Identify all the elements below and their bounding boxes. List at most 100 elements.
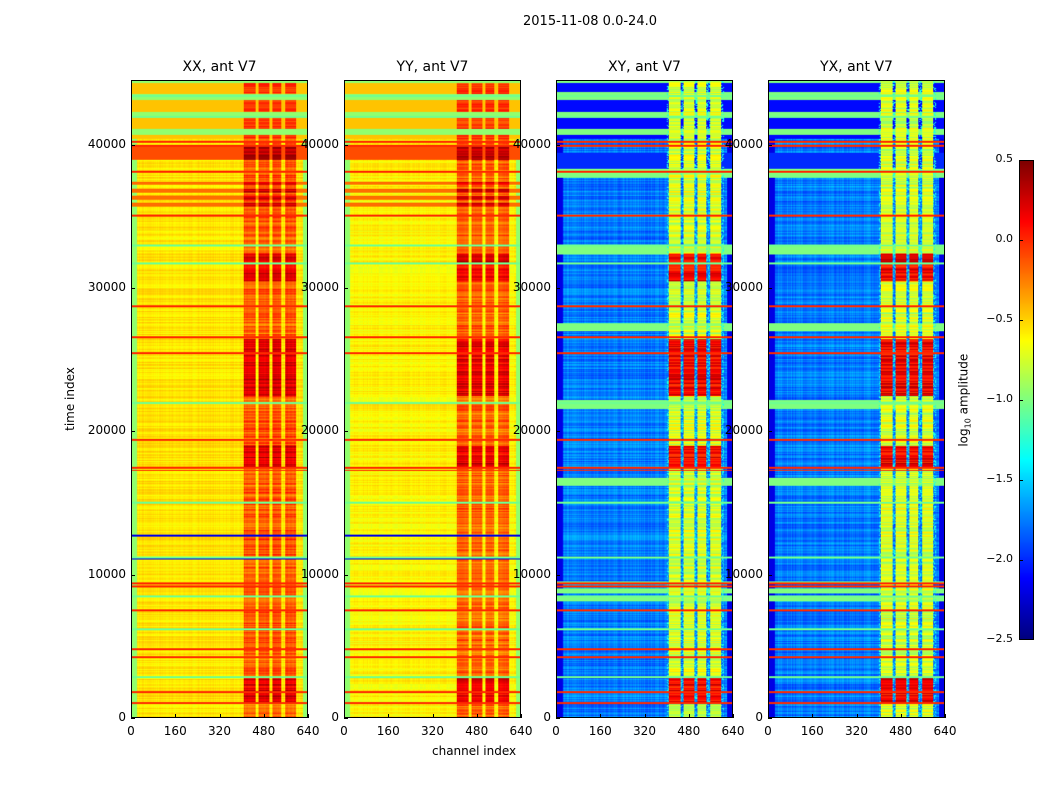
panel-title: XY, ant V7 xyxy=(608,59,681,75)
heatmap-panel-1 xyxy=(344,80,521,718)
colorbar-tick-label: −1.0 xyxy=(986,392,1013,405)
y-tick-mark xyxy=(768,718,772,719)
y-tick-label: 20000 xyxy=(87,423,126,438)
x-tick-mark xyxy=(219,714,221,718)
y-tick-mark xyxy=(344,574,348,576)
x-tick-mark xyxy=(600,714,602,718)
y-tick-mark xyxy=(344,287,348,289)
x-tick-mark xyxy=(308,714,309,718)
x-tick-mark xyxy=(263,714,265,718)
heatmap-cells xyxy=(345,81,520,717)
x-tick-label: 0 xyxy=(552,724,560,738)
y-tick-mark xyxy=(556,287,560,289)
y-tick-mark xyxy=(131,144,135,146)
x-tick-mark xyxy=(556,714,557,718)
figure-title: 2015-11-08 0.0-24.0 xyxy=(523,14,657,29)
x-tick-label: 320 xyxy=(845,724,868,738)
x-tick-label: 640 xyxy=(933,724,957,738)
y-axis-label: time index xyxy=(62,367,77,431)
colorbar-tick-mark xyxy=(1019,160,1023,161)
y-tick-mark xyxy=(768,431,772,433)
x-tick-label: 160 xyxy=(588,724,612,738)
x-tick-mark xyxy=(344,714,345,718)
x-tick-label: 160 xyxy=(163,724,187,738)
y-tick-mark xyxy=(344,144,348,146)
x-tick-mark xyxy=(900,714,902,718)
x-tick-label: 640 xyxy=(721,724,745,738)
x-tick-label: 640 xyxy=(296,724,320,738)
colorbar-tick-mark xyxy=(1019,400,1023,401)
colorbar-tick-label: −1.5 xyxy=(986,472,1013,485)
y-tick-mark xyxy=(344,431,348,433)
x-tick-label: 320 xyxy=(633,724,656,738)
y-tick-mark xyxy=(344,718,348,719)
y-tick-label: 20000 xyxy=(724,423,763,438)
colorbar-tick-label: −0.5 xyxy=(986,312,1013,325)
x-tick-label: 320 xyxy=(421,724,444,738)
colorbar-label-main: log xyxy=(956,428,971,447)
y-tick-label: 30000 xyxy=(724,279,763,294)
x-tick-mark xyxy=(733,714,734,718)
x-axis-label: channel index xyxy=(432,744,517,758)
colorbar-label: log10 amplitude xyxy=(956,354,972,447)
y-tick-mark xyxy=(768,574,772,576)
y-tick-label: 10000 xyxy=(724,566,763,581)
y-tick-mark xyxy=(556,574,560,576)
y-tick-label: 40000 xyxy=(724,136,763,151)
y-tick-mark xyxy=(556,718,560,719)
x-tick-label: 480 xyxy=(465,724,489,738)
heatmap-panel-0 xyxy=(131,80,308,718)
x-tick-mark xyxy=(812,714,814,718)
colorbar-tick-mark xyxy=(1019,639,1023,640)
y-tick-mark xyxy=(131,431,135,433)
x-tick-label: 480 xyxy=(889,724,913,738)
x-tick-mark xyxy=(688,714,690,718)
colorbar-tick-mark xyxy=(1019,320,1023,321)
colorbar-tick-mark xyxy=(1019,480,1023,481)
x-tick-mark xyxy=(945,714,946,718)
colorbar-tick-label: 0.5 xyxy=(995,152,1014,165)
y-tick-mark xyxy=(768,287,772,289)
y-tick-label: 0 xyxy=(543,710,551,724)
x-tick-mark xyxy=(476,714,478,718)
x-tick-label: 160 xyxy=(800,724,824,738)
colorbar-label-sub: 10 xyxy=(963,418,973,429)
y-tick-label: 10000 xyxy=(87,566,126,581)
y-tick-label: 0 xyxy=(755,710,763,724)
x-tick-label: 160 xyxy=(376,724,400,738)
x-tick-label: 0 xyxy=(127,724,135,738)
panel-title: YX, ant V7 xyxy=(820,59,893,75)
y-tick-label: 0 xyxy=(118,710,126,724)
y-tick-mark xyxy=(556,144,560,146)
x-tick-label: 640 xyxy=(509,724,533,738)
colorbar-label-rest: amplitude xyxy=(956,353,971,419)
colorbar-tick-label: 0.0 xyxy=(995,232,1014,245)
y-tick-label: 40000 xyxy=(300,136,339,151)
y-tick-mark xyxy=(768,144,772,146)
y-tick-mark xyxy=(131,718,135,719)
x-tick-mark xyxy=(388,714,390,718)
y-tick-label: 10000 xyxy=(300,566,339,581)
x-tick-mark xyxy=(856,714,858,718)
heatmap-panel-3 xyxy=(768,80,945,718)
heatmap-cells xyxy=(557,81,732,717)
heatmap-cells xyxy=(769,81,944,717)
x-tick-label: 480 xyxy=(677,724,701,738)
heatmap-cells xyxy=(132,81,307,717)
x-tick-mark xyxy=(131,714,132,718)
x-tick-mark xyxy=(644,714,646,718)
colorbar-tick-label: −2.5 xyxy=(986,632,1013,645)
colorbar-tick-mark xyxy=(1019,560,1023,561)
x-tick-label: 480 xyxy=(252,724,276,738)
x-tick-mark xyxy=(768,714,769,718)
y-tick-label: 40000 xyxy=(512,136,551,151)
colorbar-tick-label: −2.0 xyxy=(986,552,1013,565)
colorbar-tick-mark xyxy=(1019,240,1023,241)
y-tick-mark xyxy=(131,574,135,576)
x-tick-mark xyxy=(175,714,177,718)
y-tick-label: 0 xyxy=(331,710,339,724)
y-tick-label: 20000 xyxy=(300,423,339,438)
x-tick-mark xyxy=(521,714,522,718)
y-tick-label: 20000 xyxy=(512,423,551,438)
